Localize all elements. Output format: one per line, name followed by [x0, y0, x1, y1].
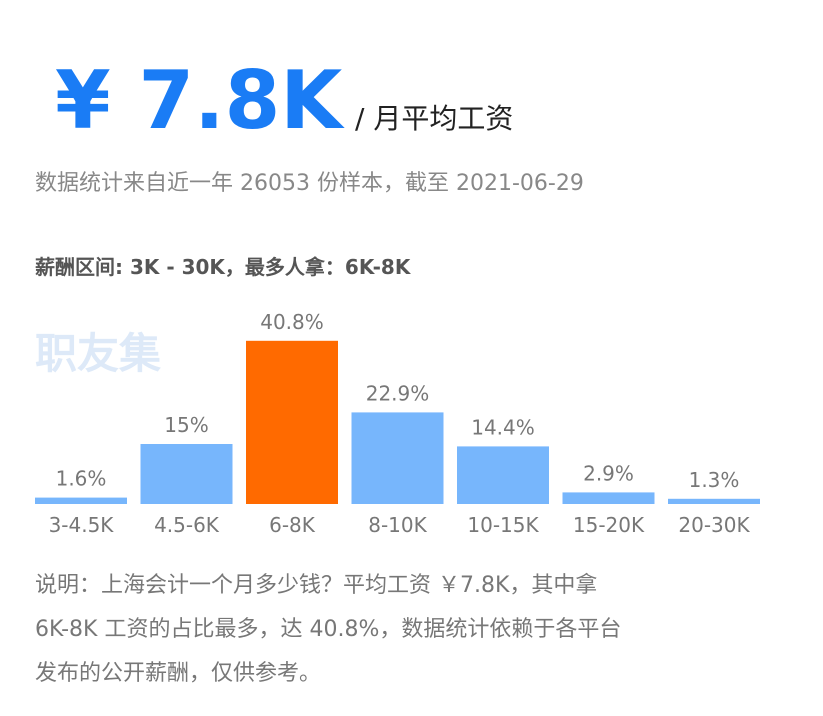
- category-label: 10-15K: [467, 513, 539, 537]
- watermark: 职友集: [35, 329, 161, 378]
- category-label: 15-20K: [573, 513, 645, 537]
- average-salary: ¥ 7.8K: [55, 54, 345, 147]
- salary-range: 薪酬区间: 3K - 30K，最多人拿：6K-8K: [35, 255, 412, 279]
- value-label: 14.4%: [471, 415, 535, 439]
- bar: [562, 492, 655, 504]
- salary-unit: / 月平均工资: [355, 102, 513, 135]
- note: 说明：上海会计一个月多少钱？平均工资 ￥7.8K，其中拿 6K-8K 工资的占比最…: [35, 572, 621, 686]
- value-label: 1.6%: [56, 467, 107, 491]
- category-label: 20-30K: [678, 513, 750, 537]
- bar: [457, 446, 549, 504]
- category-label: 4.5-6K: [154, 513, 220, 537]
- category-label: 6-8K: [269, 513, 316, 537]
- bar: [35, 497, 127, 504]
- bar: [140, 444, 233, 504]
- note-line: 发布的公开薪酬，仅供参考。: [35, 661, 321, 686]
- bar: [351, 412, 444, 504]
- bar: [668, 498, 760, 504]
- value-label: 40.8%: [260, 310, 324, 334]
- category-label: 8-10K: [368, 513, 427, 537]
- bar: [246, 340, 338, 504]
- note-line: 说明：上海会计一个月多少钱？平均工资 ￥7.8K，其中拿: [35, 572, 597, 598]
- note-line: 6K-8K 工资的占比最多，达 40.8%，数据统计依赖于各平台: [35, 617, 621, 642]
- value-label: 22.9%: [366, 381, 430, 405]
- value-label: 2.9%: [583, 461, 634, 485]
- value-label: 1.3%: [689, 468, 740, 492]
- category-label: 3-4.5K: [49, 513, 115, 537]
- value-label: 15%: [164, 413, 208, 437]
- subtitle: 数据统计来自近一年 26053 份样本，截至 2021-06-29: [35, 171, 584, 196]
